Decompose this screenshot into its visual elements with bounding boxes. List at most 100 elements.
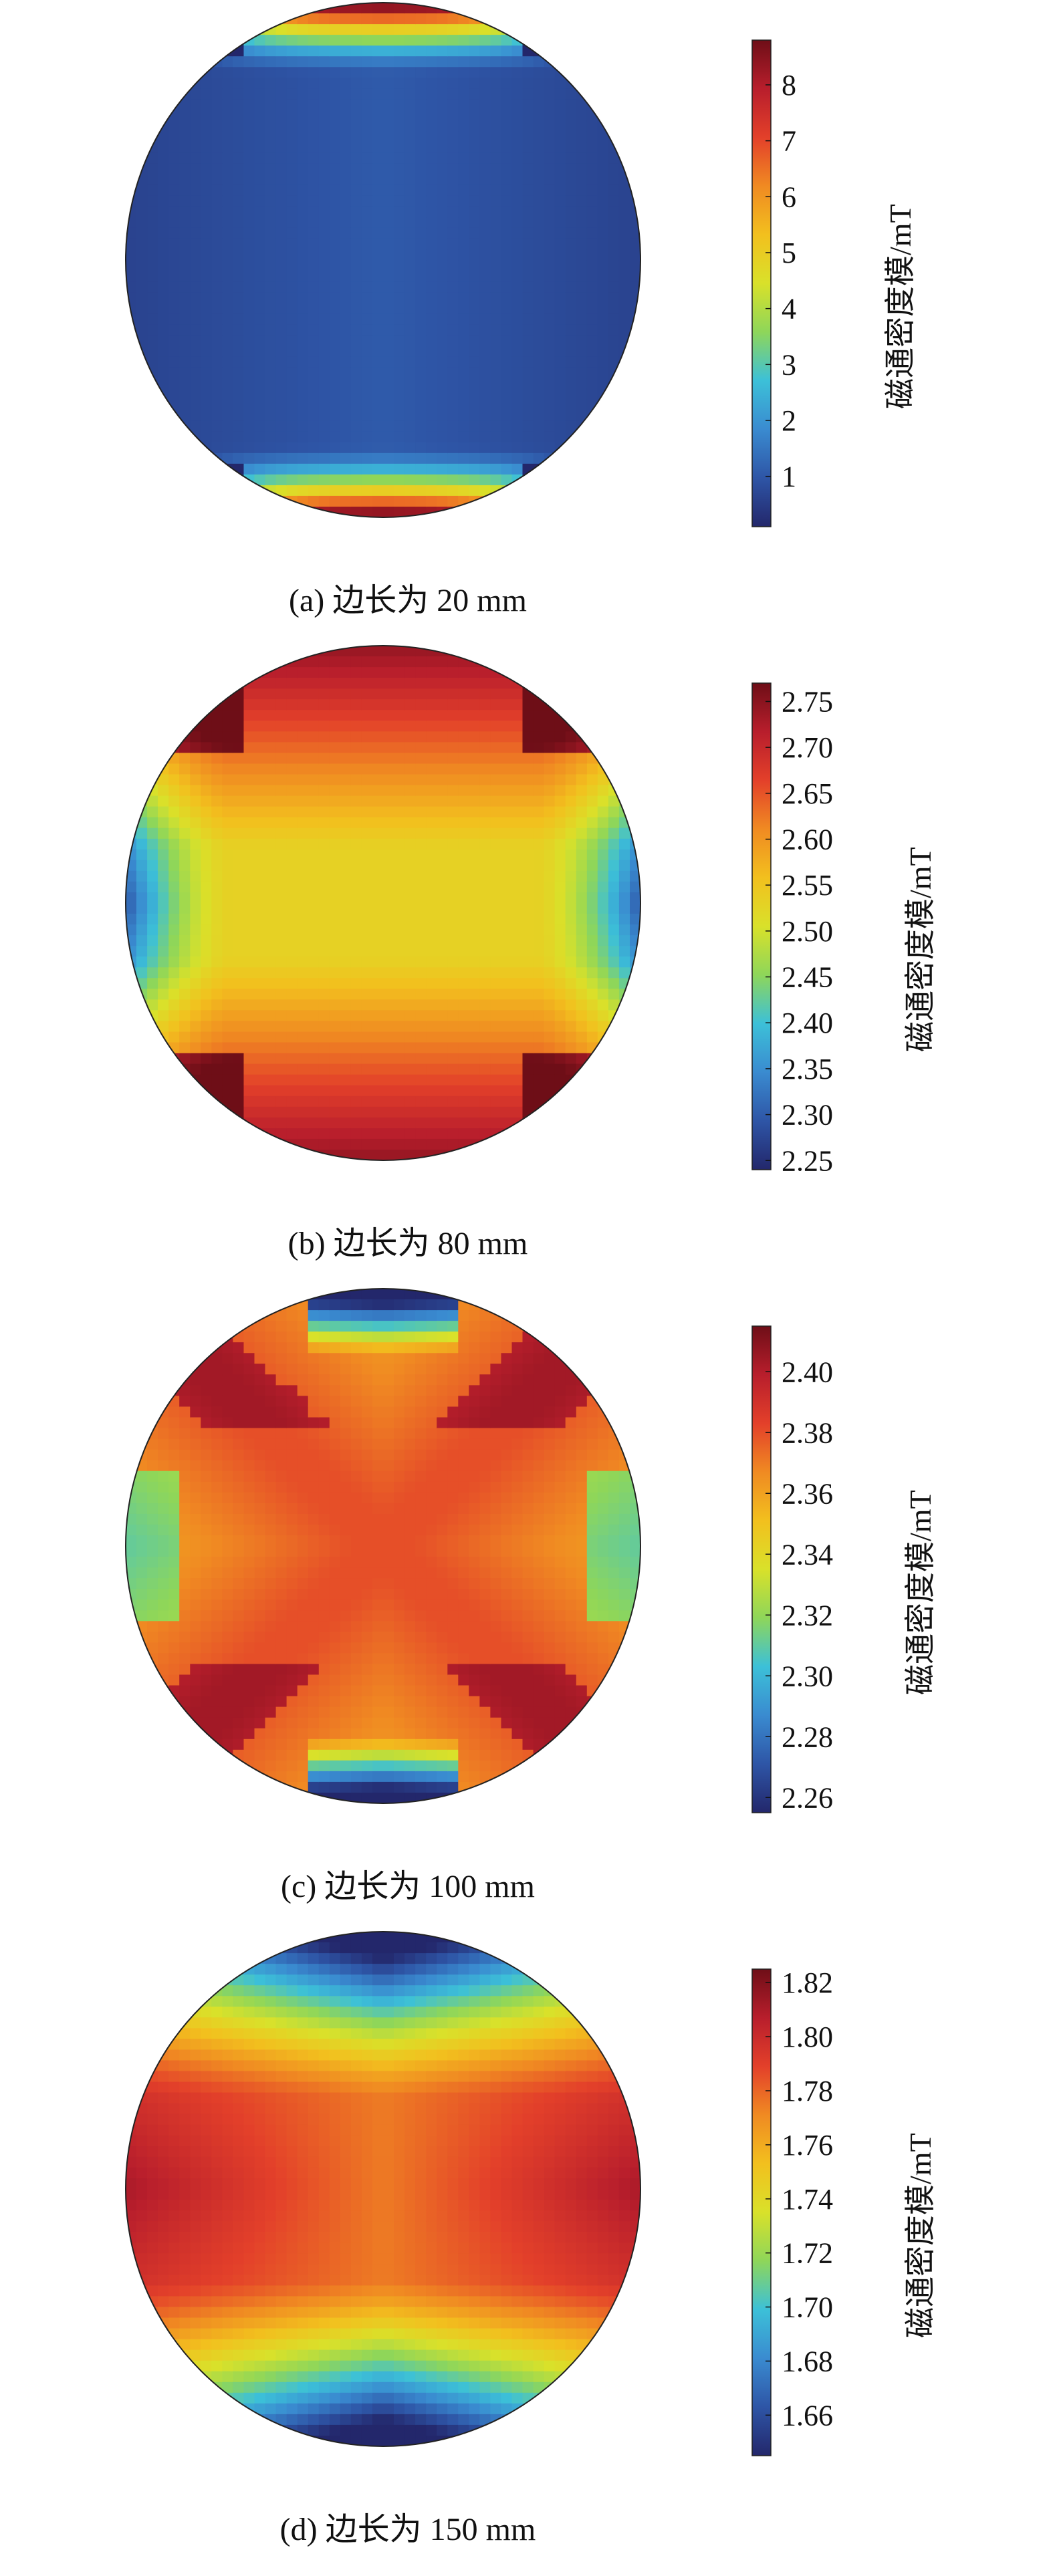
heatmap-cell <box>190 1010 201 1021</box>
heatmap-cell <box>512 1096 523 1108</box>
heatmap-cell <box>362 742 373 753</box>
heatmap-cell <box>469 1010 480 1021</box>
heatmap-cell <box>222 1321 233 1332</box>
heatmap-cell <box>404 796 416 807</box>
heatmap-cell <box>179 999 191 1011</box>
heatmap-cell <box>490 313 501 325</box>
heatmap-cell <box>437 967 448 979</box>
heatmap-cell <box>372 1118 384 1129</box>
heatmap-cell <box>308 303 320 314</box>
heatmap-cell <box>544 731 556 743</box>
heatmap-cell <box>394 688 405 700</box>
heatmap-cell <box>211 1053 223 1065</box>
heatmap-cell <box>233 1493 244 1504</box>
heatmap-cell <box>276 1064 287 1075</box>
heatmap-cell <box>383 1150 394 1161</box>
heatmap-cell <box>437 196 448 207</box>
heatmap-cell <box>308 271 320 282</box>
heatmap-cell <box>330 1374 341 1386</box>
heatmap-cell <box>566 228 577 239</box>
heatmap-cell <box>372 1567 384 1579</box>
heatmap-cell <box>426 132 437 143</box>
heatmap-cell <box>222 1621 233 1632</box>
heatmap-cell <box>383 785 394 797</box>
heatmap-cell <box>383 796 394 807</box>
heatmap-cell <box>566 121 577 132</box>
heatmap-cell <box>222 367 233 378</box>
heatmap-cell <box>255 356 266 368</box>
heatmap-cell <box>330 217 341 229</box>
heatmap-cell <box>211 228 223 239</box>
heatmap-cell <box>534 228 545 239</box>
heatmap-cell <box>426 1107 437 1118</box>
heatmap-cell <box>479 421 491 432</box>
heatmap-cell <box>298 1075 309 1086</box>
heatmap-cell <box>233 1535 244 1547</box>
heatmap-cell <box>308 153 320 164</box>
heatmap-cell <box>276 1503 287 1515</box>
heatmap-cell <box>362 1696 373 1708</box>
heatmap-cell <box>458 914 469 925</box>
heatmap-cell <box>308 1750 320 1761</box>
heatmap-cell <box>201 1364 212 1375</box>
heatmap-cell <box>372 1514 384 1525</box>
heatmap-cell <box>179 346 191 357</box>
heatmap-cell <box>490 475 501 486</box>
heatmap-cell <box>147 185 158 197</box>
heatmap-cell <box>351 281 362 293</box>
heatmap-cell <box>566 1043 577 1054</box>
heatmap-cell <box>351 271 362 282</box>
heatmap-cell <box>479 35 491 46</box>
heatmap-cell <box>598 410 609 422</box>
heatmap-cell <box>362 1032 373 1043</box>
heatmap-cell <box>340 1299 352 1311</box>
heatmap-cell <box>179 1610 191 1622</box>
heatmap-cell <box>308 731 320 743</box>
heatmap-cell <box>201 196 212 207</box>
heatmap-cell <box>308 710 320 721</box>
heatmap-cell <box>319 764 330 775</box>
heatmap-cell <box>534 249 545 261</box>
heatmap-cell <box>523 742 534 753</box>
heatmap-cell <box>330 207 341 218</box>
heatmap-cell <box>319 1085 330 1097</box>
heatmap-cell <box>490 110 501 121</box>
heatmap-cell <box>576 400 588 411</box>
heatmap-cell <box>512 389 523 400</box>
heatmap-cell <box>608 164 620 175</box>
heatmap-cell <box>566 335 577 346</box>
heatmap-cell <box>308 892 320 904</box>
heatmap-cell <box>437 1139 448 1150</box>
heatmap-cell <box>619 871 630 882</box>
heatmap-cell <box>179 335 191 346</box>
heatmap-cell <box>233 1043 244 1054</box>
heatmap-cell <box>298 1557 309 1568</box>
heatmap-cell <box>136 924 148 936</box>
heatmap-cell <box>512 796 523 807</box>
heatmap-cell <box>265 1750 277 1761</box>
heatmap-cell <box>362 400 373 411</box>
heatmap-cell <box>147 121 158 132</box>
heatmap-cell <box>233 785 244 797</box>
heatmap-cell <box>534 817 545 829</box>
heatmap-cell <box>276 892 287 904</box>
heatmap-cell <box>479 1085 491 1097</box>
heatmap-cell <box>147 1482 158 1493</box>
heatmap-cell <box>490 807 501 818</box>
heatmap-cell <box>244 914 255 925</box>
heatmap-cell <box>404 1075 416 1086</box>
heatmap-cell <box>512 935 523 946</box>
heatmap-cell <box>211 914 223 925</box>
heatmap-cell <box>287 1428 298 1440</box>
heatmap-cell <box>372 292 384 303</box>
heatmap-cell <box>362 164 373 175</box>
heatmap-cell <box>265 1739 277 1751</box>
heatmap-cell <box>523 978 534 989</box>
heatmap-cell <box>372 1535 384 1547</box>
heatmap-cell <box>340 892 352 904</box>
heatmap-cell <box>415 667 427 678</box>
heatmap-cell <box>330 807 341 818</box>
heatmap-cell <box>308 1739 320 1751</box>
heatmap-cell <box>298 1493 309 1504</box>
heatmap-cell <box>394 785 405 797</box>
